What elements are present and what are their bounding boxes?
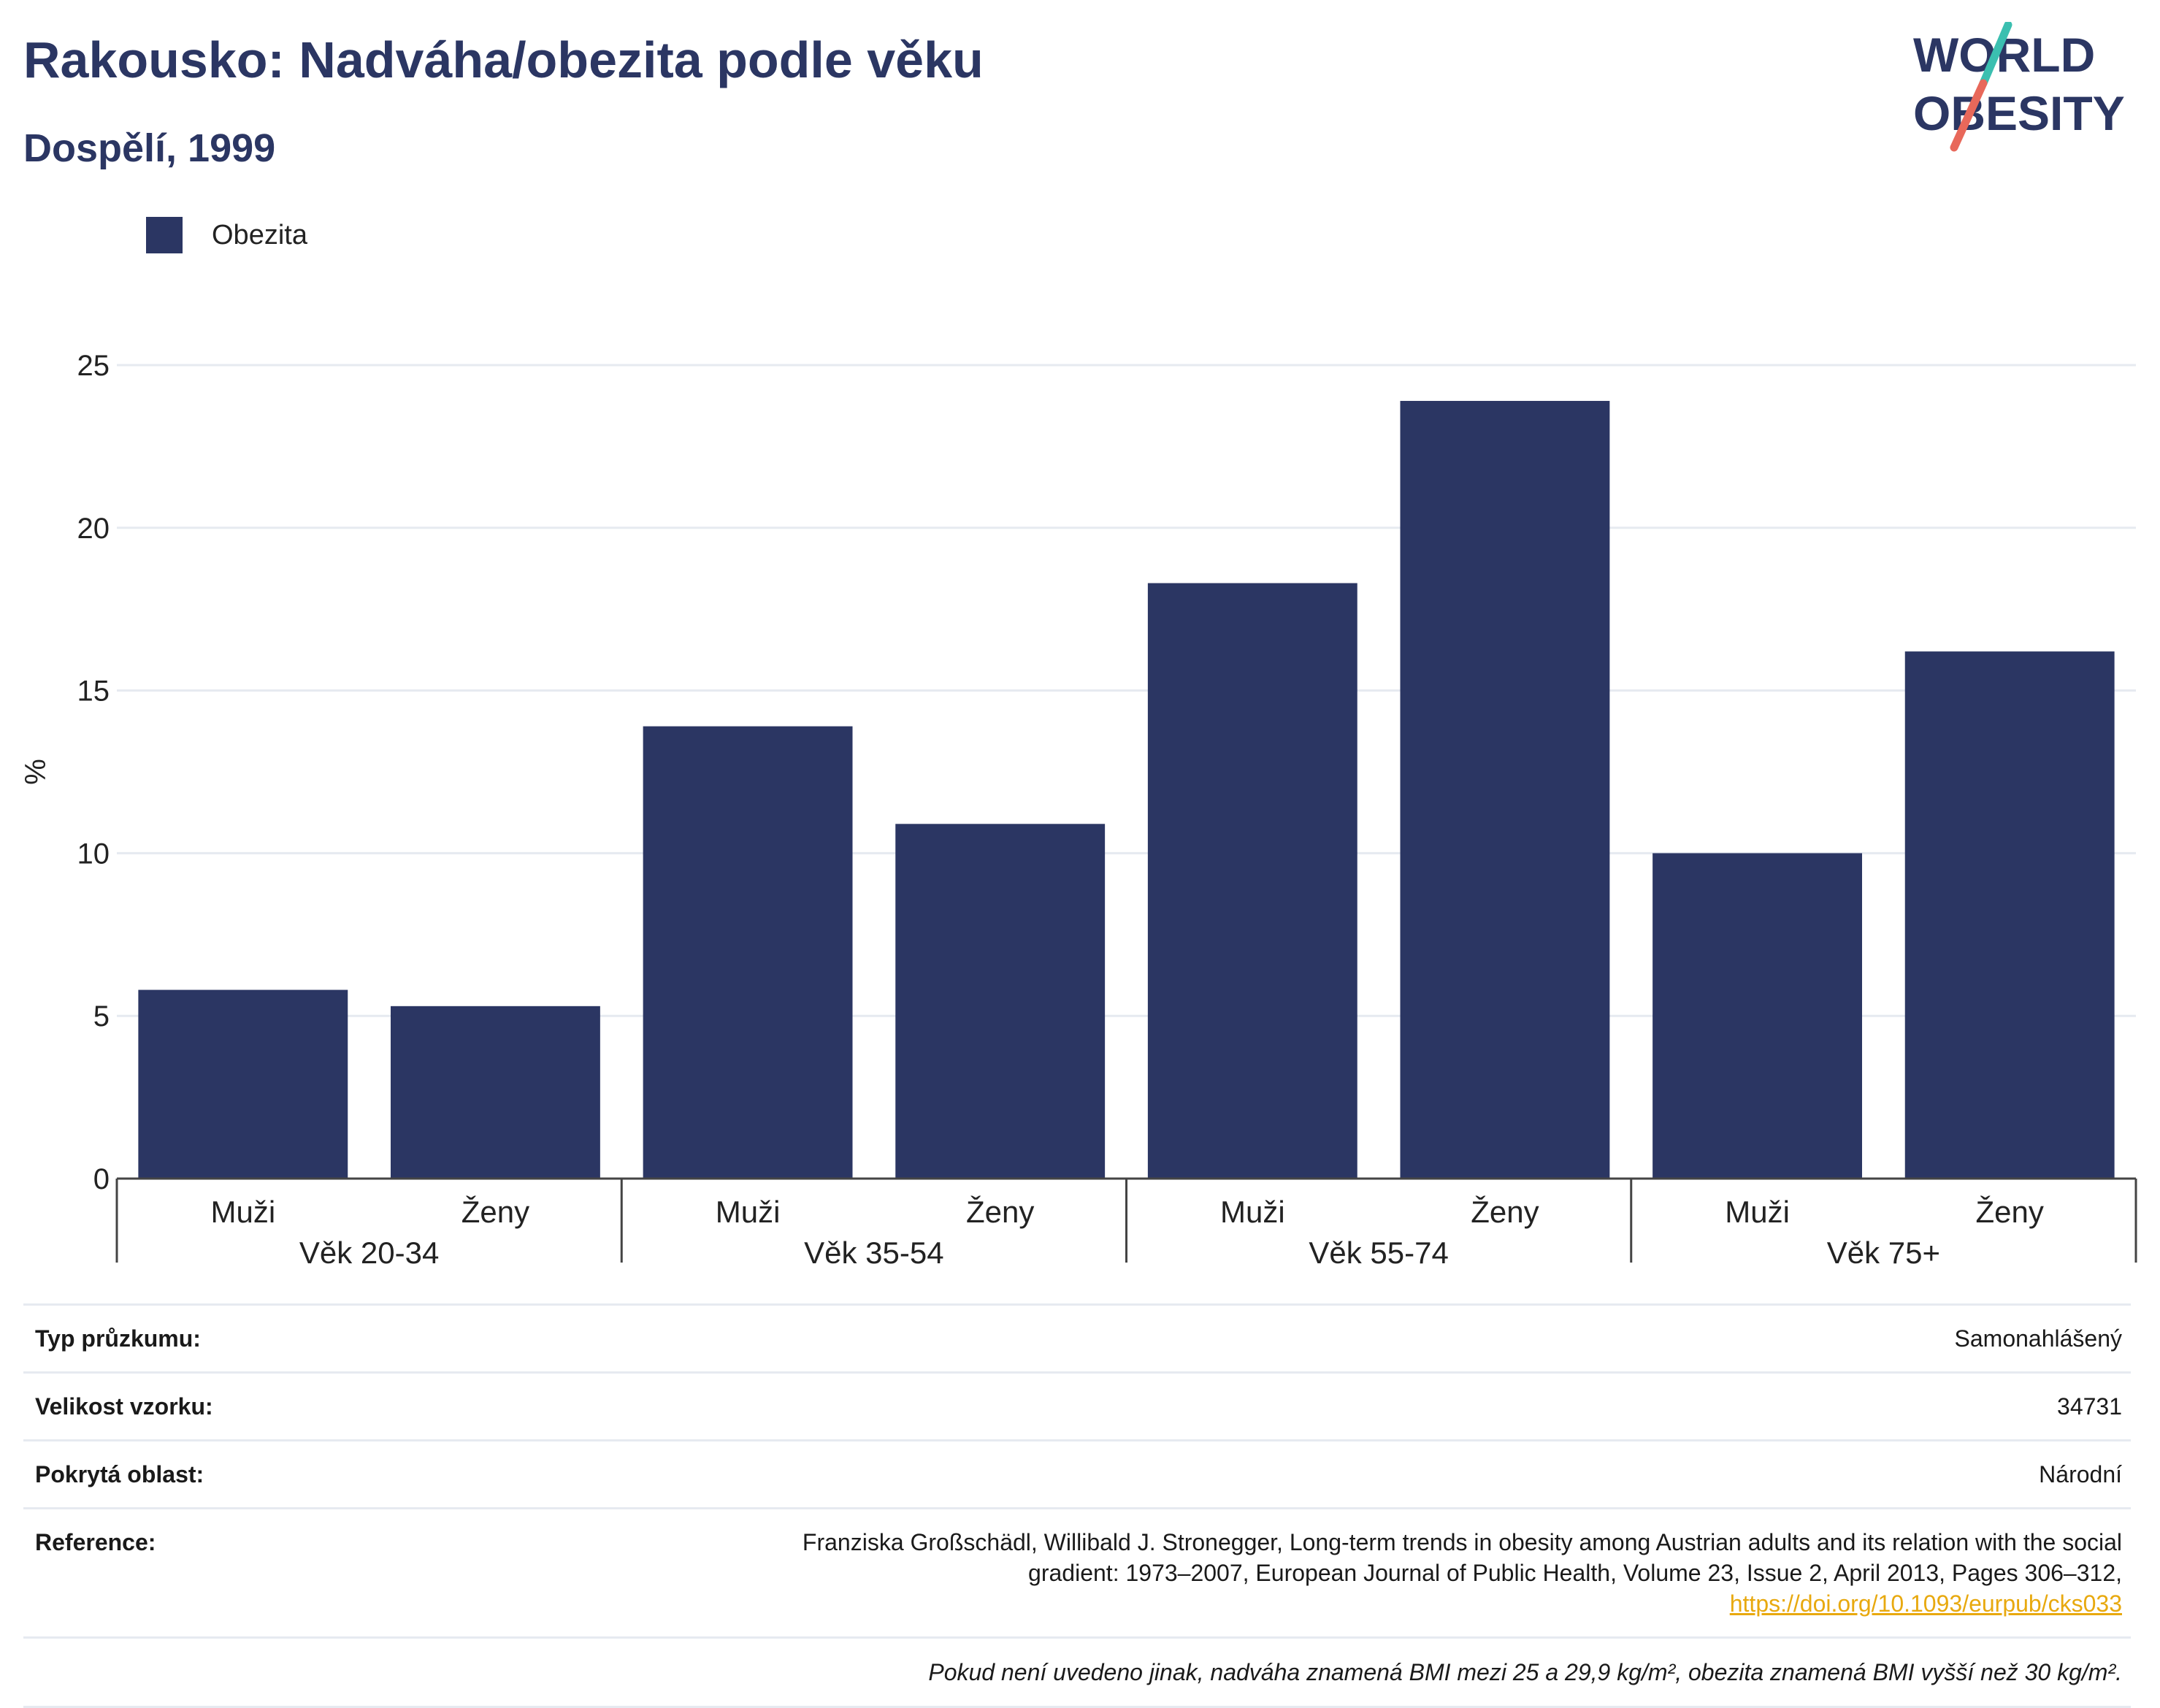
reference-line2: gradient: 1973–2007, European Journal of… xyxy=(1028,1560,2122,1586)
bar xyxy=(1904,651,2115,1179)
info-value: 34731 xyxy=(2057,1393,2122,1420)
x-category-label: Muži xyxy=(210,1195,275,1229)
bar xyxy=(1652,853,1862,1179)
bar xyxy=(895,824,1106,1179)
x-group-label: Věk 35-54 xyxy=(804,1236,943,1270)
y-tick-label: 10 xyxy=(77,838,110,870)
x-category-label: Ženy xyxy=(1976,1195,2044,1229)
info-table: Typ průzkumu: Samonahlášený Velikost vzo… xyxy=(23,1303,2131,1708)
y-tick-label: 20 xyxy=(77,513,110,545)
logo-line2: OBESITY xyxy=(1913,86,2125,140)
logo-slash-teal xyxy=(1979,22,2012,88)
x-group-label: Věk 55-74 xyxy=(1309,1236,1448,1270)
x-category-label: Ženy xyxy=(1471,1195,1539,1229)
chart-title: Rakousko: Nadváha/obezita podle věku xyxy=(23,31,984,88)
x-group-label: Věk 20-34 xyxy=(299,1236,439,1270)
x-category-label: Muži xyxy=(1220,1195,1285,1229)
chart-subtitle: Dospělí, 1999 xyxy=(23,126,276,170)
info-label: Velikost vzorku: xyxy=(35,1393,213,1420)
info-label: Pokrytá oblast: xyxy=(35,1461,204,1487)
legend: Obezita xyxy=(146,216,307,254)
bar-chart: 0 5 10 15 20 25% Muži Ženy Muži Ženy Muži Ženy Muži Ž… xyxy=(20,350,2137,1270)
bar xyxy=(138,989,348,1179)
x-category-label: Ženy xyxy=(966,1195,1034,1229)
legend-swatch-obezita xyxy=(146,217,183,253)
bar xyxy=(1147,583,1357,1179)
reference-link[interactable]: https://doi.org/10.1093/eurpub/cks033 xyxy=(1729,1590,2122,1617)
info-label: Reference: xyxy=(35,1529,156,1555)
y-tick-label: 25 xyxy=(77,350,110,382)
info-row-reference: Reference: Franziska Großschädl, Williba… xyxy=(23,1507,2131,1636)
x-category-label: Muži xyxy=(716,1195,781,1229)
info-row-sample-size: Velikost vzorku: 34731 xyxy=(23,1371,2131,1439)
bar xyxy=(1400,401,1610,1179)
definition-note: Pokud není uvedeno jinak, nadváha znamen… xyxy=(23,1636,2131,1708)
world-obesity-logo: WORLD OBESITY xyxy=(1913,22,2125,152)
info-value: Národní xyxy=(2039,1461,2122,1487)
reference-line1: Franziska Großschädl, Willibald J. Stron… xyxy=(802,1529,2122,1555)
bar xyxy=(391,1006,600,1179)
x-group-label: Věk 75+ xyxy=(1827,1236,1940,1270)
info-row-area-covered: Pokrytá oblast: Národní xyxy=(23,1439,2131,1507)
legend-label-obezita: Obezita xyxy=(212,219,307,250)
y-tick-label: 5 xyxy=(93,1000,110,1033)
info-label: Typ průzkumu: xyxy=(35,1325,201,1352)
reference-text: Franziska Großschädl, Willibald J. Stron… xyxy=(444,1527,2122,1619)
y-tick-label: 15 xyxy=(77,675,110,708)
y-tick-label: 0 xyxy=(93,1163,110,1195)
info-value: Samonahlášený xyxy=(1954,1325,2122,1352)
x-category-label: Muži xyxy=(1725,1195,1790,1229)
logo-slash-red xyxy=(1950,79,1988,152)
y-axis-label: % xyxy=(20,759,52,785)
x-category-label: Ženy xyxy=(462,1195,529,1229)
info-row-survey-type: Typ průzkumu: Samonahlášený xyxy=(23,1303,2131,1371)
bar xyxy=(643,726,853,1179)
